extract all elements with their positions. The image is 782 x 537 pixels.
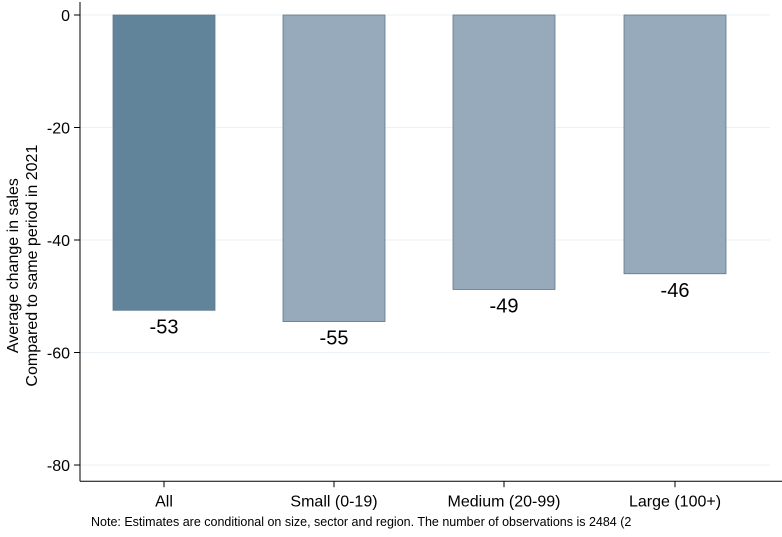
- x-tick-label: All: [155, 493, 173, 510]
- bars: [112, 14, 727, 322]
- x-tick-label: Large (100+): [629, 493, 721, 510]
- bar-value-label: -46: [661, 280, 690, 302]
- x-ticks: All Small (0-19) Medium (20-99) Large (100+…: [155, 481, 721, 510]
- bar: [452, 14, 556, 290]
- data-labels: -53 -55 -49 -46: [150, 280, 690, 350]
- y-tick-label: -20: [47, 121, 70, 138]
- bar: [623, 14, 727, 275]
- bar: [282, 14, 386, 322]
- y-tick-label: -80: [47, 458, 70, 475]
- y-ticks: 0 -20 -40 -60 -80: [47, 8, 80, 475]
- x-tick-label: Medium (20-99): [448, 493, 561, 510]
- y-tick-label: -40: [47, 233, 70, 250]
- bar-value-label: -53: [150, 316, 179, 338]
- x-tick-label: Small (0-19): [290, 493, 377, 510]
- footnote: Note: Estimates are conditional on size,…: [91, 515, 632, 529]
- y-tick-label: 0: [61, 8, 70, 25]
- bar-value-label: -55: [320, 328, 349, 350]
- bar-value-label: -49: [490, 296, 519, 318]
- y-axis-label-line2: Compared to same period in 2021: [24, 145, 41, 387]
- axes: [79, 2, 782, 482]
- bar: [112, 14, 216, 311]
- y-tick-label: -60: [47, 346, 70, 363]
- y-axis-label-line1: Average change in sales: [5, 178, 22, 353]
